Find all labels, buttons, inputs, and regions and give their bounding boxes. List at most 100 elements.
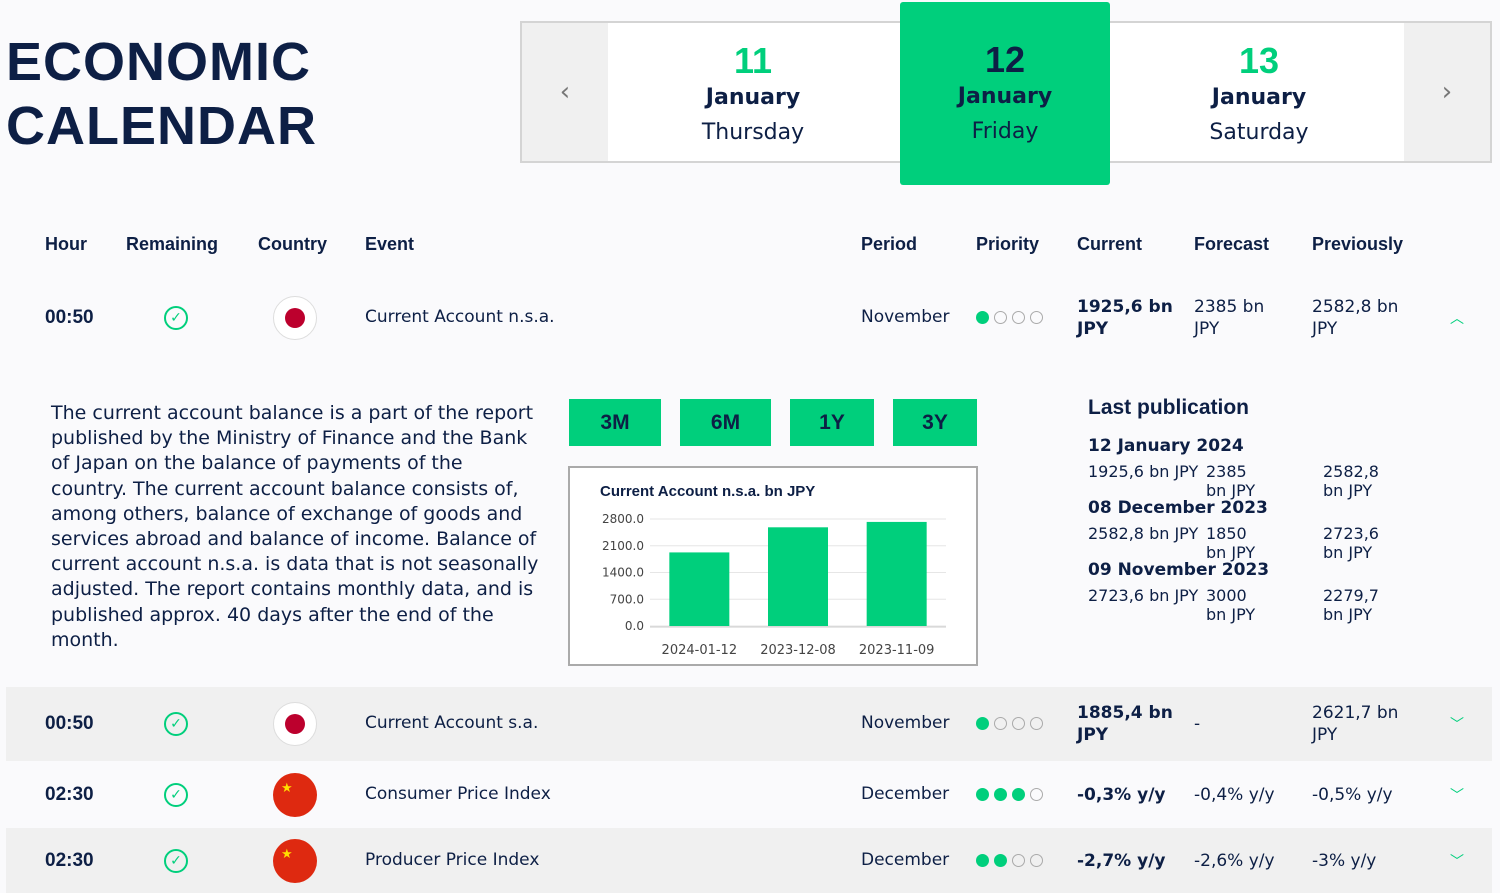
priority-dot	[1012, 311, 1025, 324]
chart-title: Current Account n.s.a. bn JPY	[600, 483, 815, 500]
y-tick-label: 2100.0	[602, 539, 644, 553]
priority-indicator	[976, 853, 1043, 867]
priority-dot	[994, 311, 1007, 324]
publication-current: 1925,6 bn JPY	[1088, 462, 1199, 481]
event-row[interactable]: 02:30 ✓ ★ Producer Price Index December …	[6, 828, 1492, 893]
y-tick-label: 2800.0	[602, 512, 644, 526]
priority-dot	[976, 853, 989, 867]
event-period: December	[861, 783, 950, 804]
chevron-up-icon[interactable]: ︿	[1450, 311, 1464, 327]
event-row[interactable]: 00:50 ✓ Current Account n.s.a. November …	[6, 283, 1492, 353]
header-forecast: Forecast	[1194, 234, 1270, 254]
priority-dot	[1030, 311, 1043, 324]
priority-dot	[1012, 717, 1025, 730]
event-current: -0,3% y/y	[1077, 784, 1166, 805]
priority-dot	[1030, 717, 1043, 730]
day-month: January	[1211, 85, 1307, 110]
priority-dot	[976, 311, 989, 324]
day-12-selected[interactable]: 12 January Friday	[900, 2, 1110, 185]
publication-entry: 09 November 2023 2723,6 bn JPY 3000 bn JP…	[1088, 560, 1379, 624]
priority-dot	[1012, 787, 1025, 801]
day-13[interactable]: 13 January Saturday	[1134, 23, 1384, 161]
event-hour: 00:50	[45, 307, 94, 328]
bar	[669, 552, 730, 626]
priority-indicator	[976, 717, 1043, 730]
event-row[interactable]: 00:50 ✓ Current Account s.a. November 18…	[6, 687, 1492, 761]
publication-entry: 08 December 2023 2582,8 bn JPY 1850 bn JP…	[1088, 498, 1379, 562]
chevron-right-icon: ›	[1441, 77, 1453, 107]
japan-flag-icon	[273, 702, 317, 746]
chevron-left-icon: ‹	[559, 77, 571, 107]
event-previously: 2582,8 bn JPY	[1312, 297, 1399, 339]
day-number: 12	[984, 39, 1026, 80]
event-current: -2,7% y/y	[1077, 850, 1166, 871]
priority-dot	[1012, 853, 1025, 867]
event-previously: -3% y/y	[1312, 850, 1377, 871]
publication-current: 2723,6 bn JPY	[1088, 586, 1199, 605]
publication-entry: 12 January 2024 1925,6 bn JPY 2385 bn JPY…	[1088, 436, 1379, 500]
priority-dot	[976, 717, 989, 730]
event-period: November	[861, 307, 950, 327]
chevron-down-icon[interactable]: ﹀	[1450, 717, 1464, 733]
event-current: 1885,4 bn JPY	[1077, 703, 1173, 745]
priority-indicator	[976, 311, 1043, 324]
event-name[interactable]: Current Account n.s.a.	[365, 307, 555, 327]
event-hour: 00:50	[45, 713, 94, 734]
header-hour: Hour	[45, 234, 87, 254]
last-publication-title: Last publication	[1088, 396, 1250, 419]
publication-date: 08 December 2023	[1088, 498, 1268, 518]
title-line-2: CALENDAR	[6, 96, 317, 156]
range-3y-button[interactable]: 3Y	[893, 399, 977, 446]
chevron-down-icon[interactable]: ﹀	[1450, 853, 1464, 870]
range-1y-button[interactable]: 1Y	[790, 399, 874, 446]
publication-previous: 2723,6 bn JPY	[1323, 524, 1379, 562]
event-previously: -0,5% y/y	[1312, 784, 1393, 805]
publication-previous: 2279,7 bn JPY	[1323, 586, 1379, 624]
day-number: 11	[733, 40, 773, 81]
check-circle-icon: ✓	[164, 782, 188, 807]
event-hour: 02:30	[45, 849, 94, 871]
china-flag-icon: ★	[273, 772, 317, 817]
y-tick-label: 0.0	[625, 619, 644, 633]
prev-day-button[interactable]: ‹	[522, 23, 608, 161]
japan-flag-icon	[273, 296, 317, 340]
event-name[interactable]: Current Account s.a.	[365, 713, 539, 733]
event-name[interactable]: Producer Price Index	[365, 849, 540, 870]
day-month: January	[957, 84, 1053, 109]
priority-dot	[994, 853, 1007, 867]
day-11[interactable]: 11 January Thursday	[628, 23, 878, 161]
event-previously: 2621,7 bn JPY	[1312, 703, 1399, 745]
header-period: Period	[861, 234, 918, 254]
range-6m-button[interactable]: 6M	[680, 399, 771, 446]
last-publication: Last publication 12 January 2024 1925,6 …	[1088, 396, 1379, 624]
event-description: The current account balance is a part of…	[51, 402, 539, 651]
range-3m-button[interactable]: 3M	[569, 399, 661, 446]
priority-indicator	[976, 787, 1043, 801]
page-title: ECONOMIC CALENDAR	[6, 30, 317, 158]
event-forecast: 2385 bn JPY	[1194, 297, 1265, 339]
day-weekday: Thursday	[701, 120, 805, 145]
publication-previous: 2582,8 bn JPY	[1323, 462, 1379, 500]
chevron-down-icon[interactable]: ﹀	[1450, 787, 1464, 804]
publication-date: 09 November 2023	[1088, 560, 1270, 580]
priority-dot	[994, 717, 1007, 730]
next-day-button[interactable]: ›	[1404, 23, 1490, 161]
header-previously: Previously	[1312, 234, 1404, 254]
event-row[interactable]: 02:30 ✓ ★ Consumer Price Index December …	[6, 761, 1492, 828]
priority-dot	[994, 787, 1007, 801]
event-name[interactable]: Consumer Price Index	[365, 783, 551, 804]
publication-date: 12 January 2024	[1088, 436, 1244, 456]
bar	[866, 521, 927, 626]
priority-dot	[1030, 787, 1043, 801]
chart-panel: Current Account n.s.a. bn JPY 2800.0 2100.…	[568, 466, 978, 666]
title-line-1: ECONOMIC	[6, 32, 311, 92]
y-tick-label: 700.0	[610, 592, 644, 606]
publication-forecast: 3000 bn JPY	[1206, 586, 1256, 624]
check-circle-icon: ✓	[164, 306, 188, 330]
day-weekday: Saturday	[1209, 120, 1309, 145]
day-weekday: Friday	[971, 119, 1039, 144]
event-hour: 02:30	[45, 783, 94, 805]
publication-forecast: 2385 bn JPY	[1206, 462, 1256, 500]
date-selector: ‹ 11 January Thursday 12 January Friday 13 Ja…	[520, 2, 1492, 185]
day-number: 13	[1238, 40, 1280, 81]
